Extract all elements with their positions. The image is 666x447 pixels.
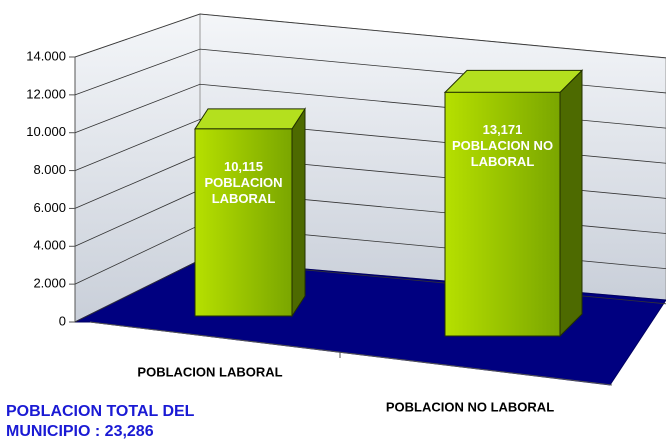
bar-side bbox=[291, 107, 306, 318]
y-tick-label: 2.000 bbox=[33, 276, 66, 291]
y-tick-label: 6.000 bbox=[33, 200, 66, 215]
bar-label: 10,115 POBLACION LABORAL bbox=[195, 159, 292, 207]
bar-top bbox=[443, 69, 584, 93]
y-tick-label: 12.000 bbox=[26, 86, 66, 101]
bar bbox=[194, 128, 293, 317]
grid-line bbox=[74, 13, 666, 59]
annotation: POBLACION TOTAL DEL MUNICIPIO : 23,286 bbox=[6, 403, 195, 440]
bar-label: 13,171 POBLACION NO LABORAL bbox=[445, 122, 560, 170]
y-tick-label: 14.000 bbox=[26, 48, 66, 63]
value-label: 10,115 bbox=[223, 158, 264, 174]
y-tick-label: 8.000 bbox=[33, 162, 66, 177]
y-tick-label: 0 bbox=[59, 313, 66, 328]
bar-category-label: POBLACION LABORAL bbox=[204, 174, 283, 206]
bar-top bbox=[194, 108, 306, 130]
bar-category-label: POBLACION NO LABORAL bbox=[451, 138, 554, 170]
x-tick-label: POBLACION NO LABORAL bbox=[386, 399, 554, 414]
bar-side bbox=[559, 69, 583, 338]
value-label: 13,171 bbox=[482, 122, 523, 138]
y-tick-label: 4.000 bbox=[33, 238, 66, 253]
y-tick-label: 10.000 bbox=[26, 124, 66, 139]
x-tick-label: POBLACION LABORAL bbox=[137, 364, 282, 379]
bar bbox=[444, 91, 561, 337]
x-axis bbox=[89, 321, 613, 386]
